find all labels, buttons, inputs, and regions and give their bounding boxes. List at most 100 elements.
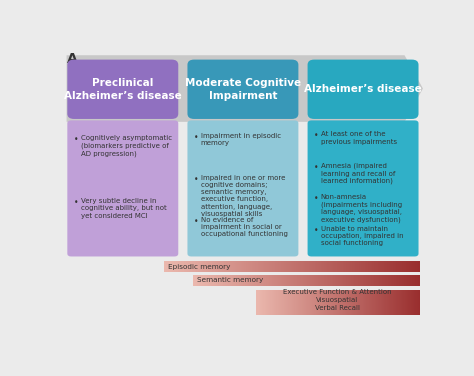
Bar	[280, 290, 281, 315]
Bar	[208, 275, 209, 286]
Bar	[395, 290, 396, 315]
Bar	[239, 261, 240, 272]
Bar	[329, 290, 330, 315]
Bar	[166, 261, 168, 272]
Bar	[276, 275, 277, 286]
Bar	[201, 261, 202, 272]
Bar	[194, 275, 195, 286]
Bar	[351, 261, 352, 272]
Bar	[312, 275, 313, 286]
Bar	[258, 275, 259, 286]
Bar	[394, 261, 395, 272]
Bar	[240, 275, 241, 286]
Bar	[355, 290, 356, 315]
Bar	[385, 261, 386, 272]
Bar	[322, 261, 323, 272]
Bar	[352, 290, 353, 315]
Bar	[285, 261, 286, 272]
Bar	[345, 261, 346, 272]
Bar	[283, 275, 284, 286]
Bar	[303, 275, 304, 286]
Bar	[220, 275, 221, 286]
Bar	[314, 261, 315, 272]
Bar	[291, 261, 292, 272]
FancyBboxPatch shape	[67, 120, 178, 256]
Bar	[284, 261, 285, 272]
Bar	[291, 275, 292, 286]
Bar	[310, 290, 311, 315]
Bar	[369, 290, 370, 315]
Bar	[188, 261, 189, 272]
Bar	[320, 275, 321, 286]
Bar	[266, 290, 267, 315]
Bar	[195, 261, 196, 272]
Bar	[408, 261, 410, 272]
Bar	[230, 275, 231, 286]
Bar	[400, 290, 401, 315]
Bar	[258, 261, 260, 272]
Text: •: •	[74, 198, 78, 207]
Bar	[274, 275, 275, 286]
Bar	[255, 261, 256, 272]
Bar	[414, 275, 415, 286]
Bar	[389, 290, 390, 315]
Bar	[319, 275, 320, 286]
Bar	[378, 290, 379, 315]
Bar	[290, 275, 291, 286]
Bar	[365, 290, 366, 315]
Bar	[337, 290, 338, 315]
Bar	[407, 290, 408, 315]
Bar	[234, 275, 235, 286]
Bar	[224, 261, 226, 272]
Bar	[200, 275, 201, 286]
Bar	[173, 261, 174, 272]
Bar	[272, 290, 273, 315]
Bar	[388, 290, 389, 315]
Bar	[415, 290, 416, 315]
Bar	[257, 261, 258, 272]
Bar	[332, 261, 334, 272]
Bar	[288, 290, 289, 315]
Bar	[293, 275, 294, 286]
Bar	[311, 261, 312, 272]
Bar	[415, 290, 416, 315]
Bar	[289, 290, 290, 315]
Bar	[281, 261, 282, 272]
Bar	[411, 275, 412, 286]
Bar	[320, 290, 321, 315]
Bar	[271, 290, 272, 315]
Bar	[379, 290, 380, 315]
Bar	[289, 290, 290, 315]
Bar	[259, 290, 260, 315]
Bar	[382, 275, 383, 286]
Bar	[170, 261, 171, 272]
Bar	[373, 290, 374, 315]
Bar	[273, 275, 274, 286]
Bar	[331, 261, 332, 272]
Bar	[246, 261, 248, 272]
Bar	[270, 275, 271, 286]
Bar	[251, 275, 253, 286]
Bar	[390, 290, 391, 315]
Bar	[398, 275, 399, 286]
Bar	[205, 261, 206, 272]
Bar	[307, 261, 308, 272]
Bar	[399, 261, 400, 272]
Bar	[216, 261, 217, 272]
Bar	[301, 290, 302, 315]
Bar	[320, 261, 322, 272]
Bar	[204, 275, 205, 286]
Bar	[397, 290, 398, 315]
Bar	[360, 275, 361, 286]
Bar	[306, 275, 308, 286]
Bar	[288, 261, 290, 272]
Bar	[276, 290, 277, 315]
Bar	[398, 290, 399, 315]
Bar	[369, 261, 370, 272]
Bar	[394, 290, 395, 315]
Bar	[318, 290, 319, 315]
Bar	[314, 275, 315, 286]
Bar	[231, 261, 232, 272]
Bar	[279, 290, 280, 315]
Bar	[297, 290, 298, 315]
